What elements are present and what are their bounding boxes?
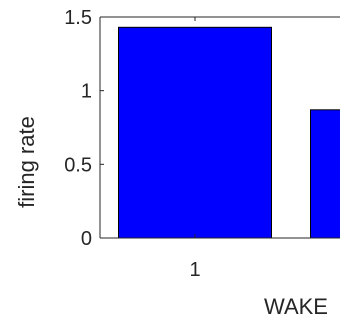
bar-2: [310, 109, 340, 239]
x-axis-label: WAKE: [264, 294, 328, 319]
bar-1: [118, 26, 272, 239]
y-tick-label: 1: [81, 81, 92, 103]
ticks-layer: 0 0.5 1 1.5 1: [64, 7, 200, 281]
bars-layer: [118, 26, 340, 239]
x-tick-label: 1: [189, 259, 200, 281]
y-tick-label: 0.5: [64, 154, 92, 176]
y-tick-label: 1.5: [64, 7, 92, 29]
y-axis-label: firing rate: [14, 116, 39, 208]
axes-layer: [99, 16, 340, 239]
y-tick-label: 0: [81, 228, 92, 250]
